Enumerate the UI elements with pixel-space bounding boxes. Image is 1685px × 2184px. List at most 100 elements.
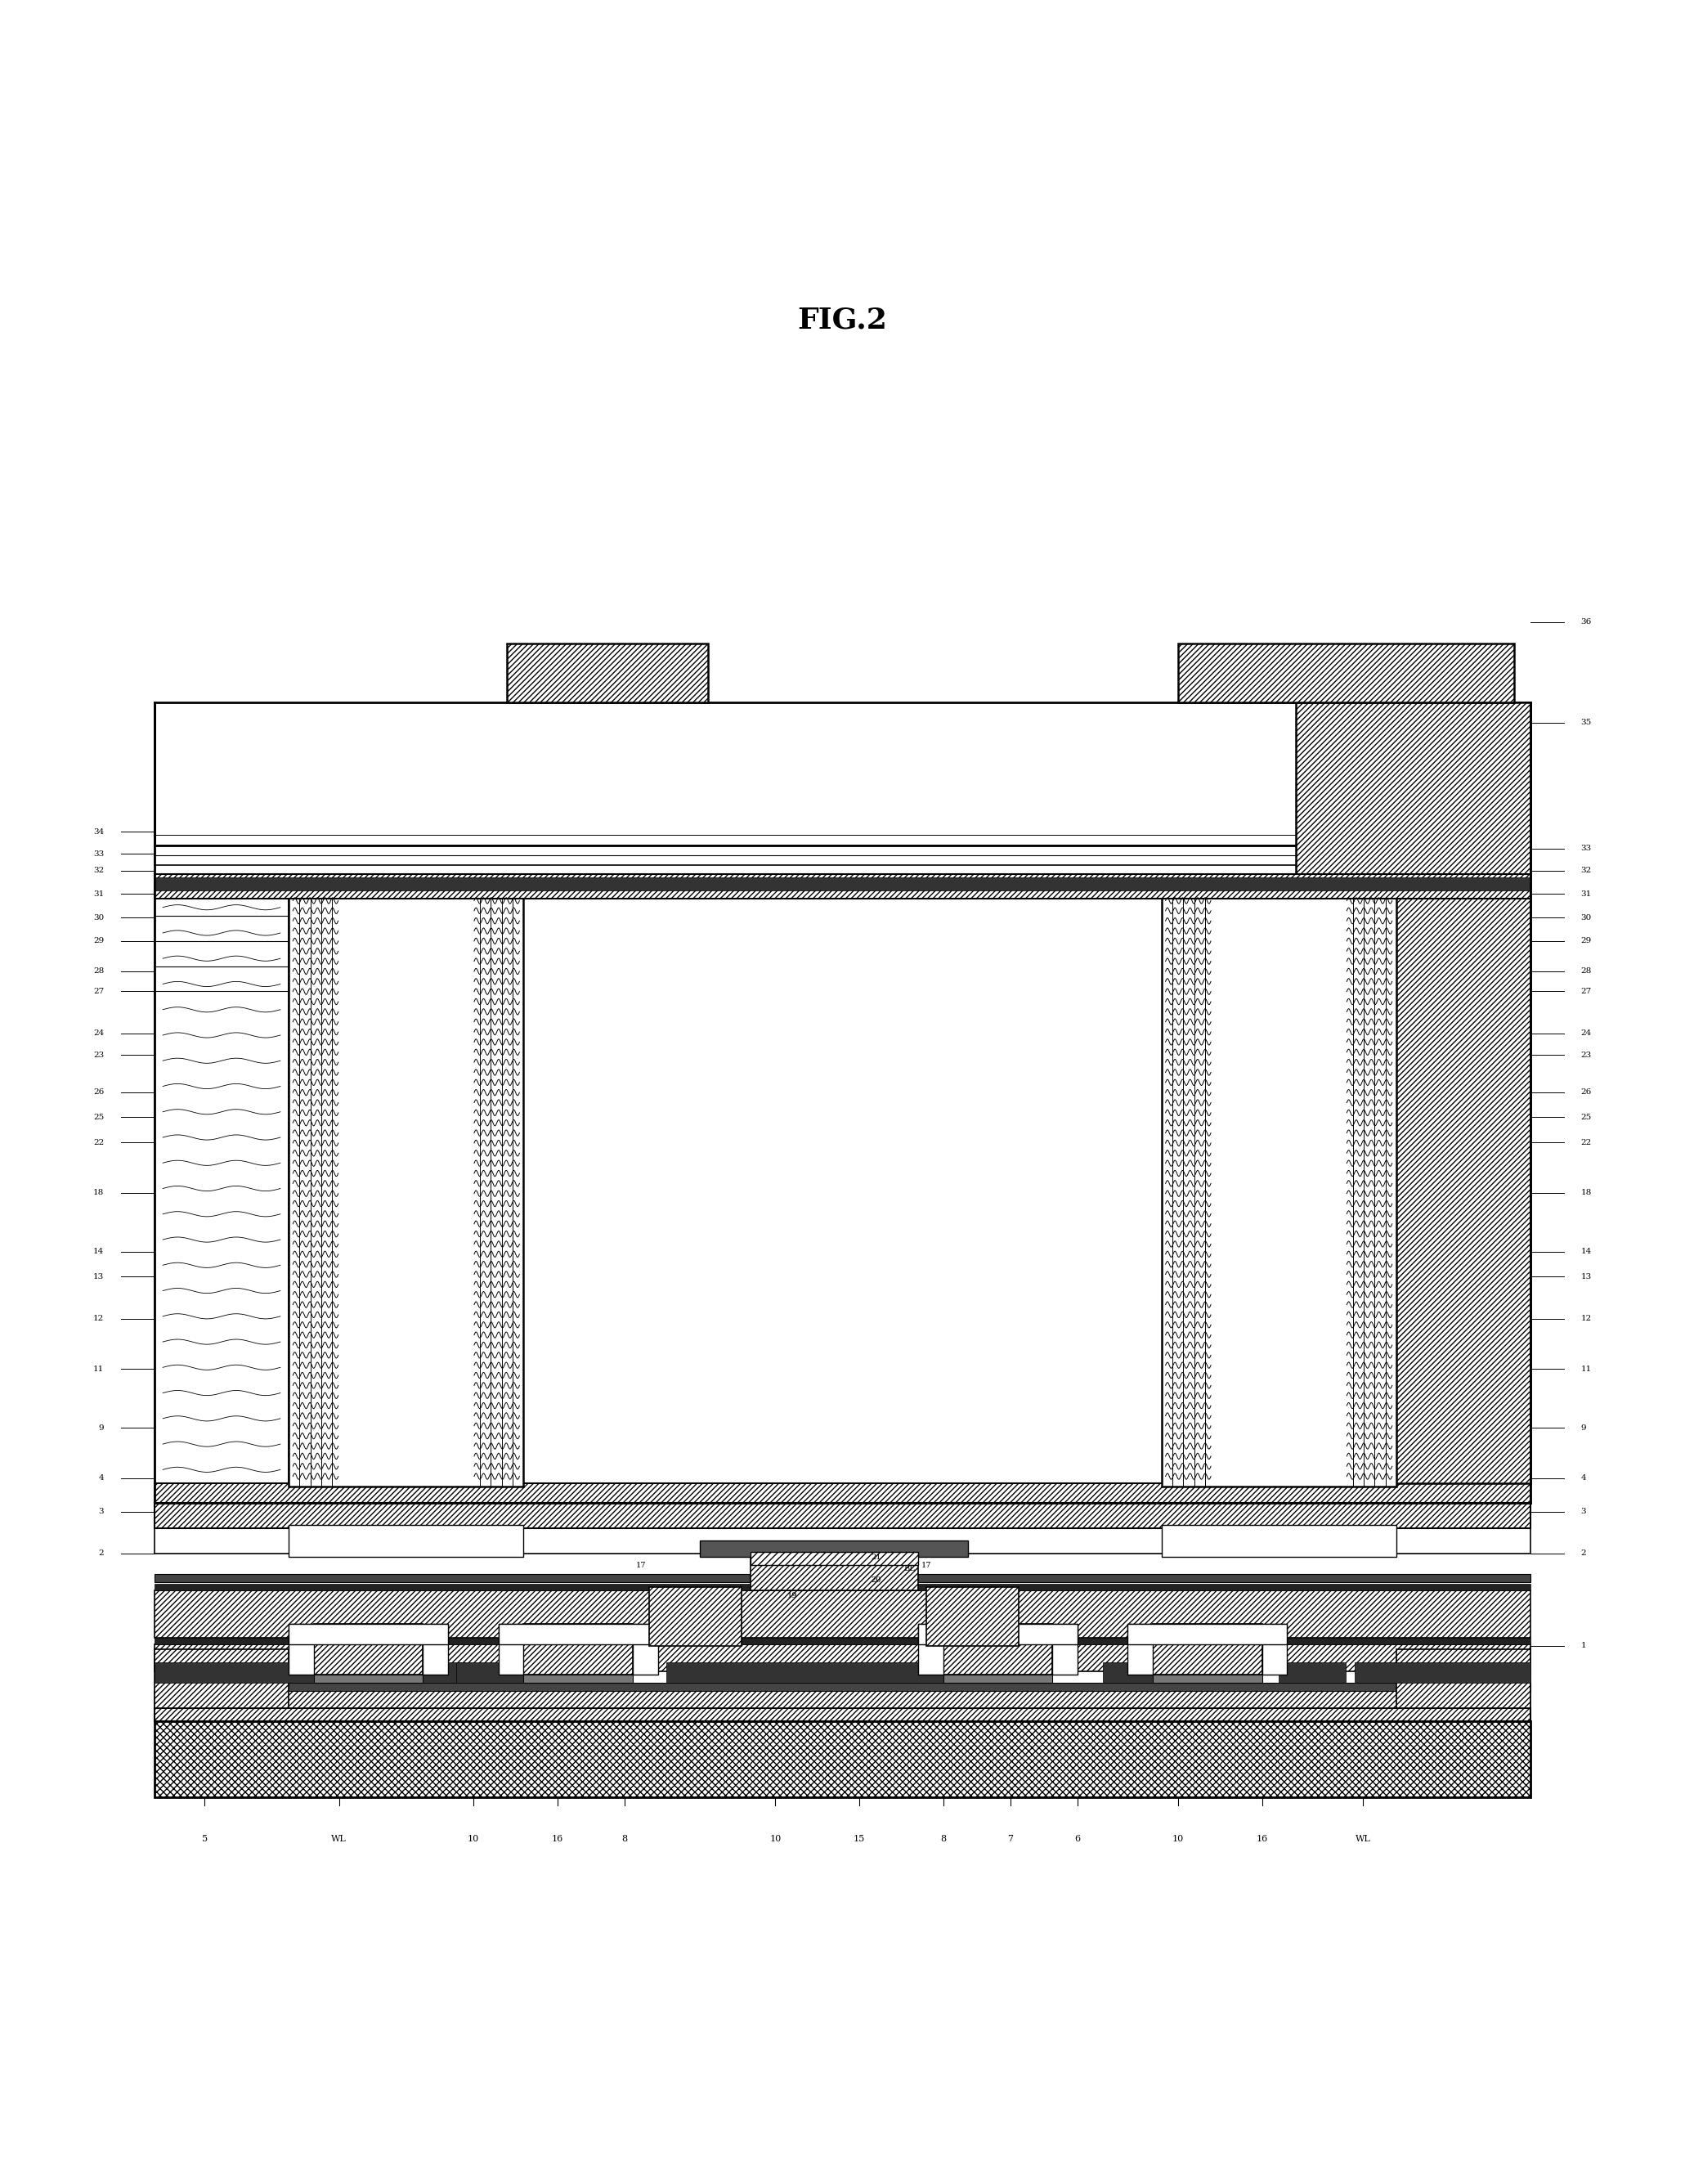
Bar (1161, 1524, 1397, 1557)
Bar (155, 703, 1530, 845)
Text: 16: 16 (1257, 1835, 1267, 1843)
Bar (649, 1588, 741, 1647)
Text: 12: 12 (93, 1315, 104, 1321)
Text: 32: 32 (93, 867, 104, 874)
Bar (750, 1557, 918, 1590)
Text: 27: 27 (93, 987, 104, 996)
Bar (423, 1625, 448, 1675)
Text: 24: 24 (1581, 1029, 1592, 1037)
Text: 19: 19 (787, 1592, 797, 1599)
Text: 11: 11 (1581, 1365, 1592, 1372)
Bar (1355, 1662, 1530, 1684)
Bar (155, 845, 1530, 865)
Text: 20: 20 (871, 1577, 881, 1583)
Bar (1279, 1662, 1346, 1684)
Text: 28: 28 (1581, 968, 1592, 974)
Text: 17: 17 (922, 1562, 932, 1568)
Bar (155, 1583, 1530, 1590)
Bar (155, 1708, 1530, 1721)
Text: 4: 4 (99, 1474, 104, 1481)
Bar (155, 891, 288, 1487)
Text: 32: 32 (1581, 867, 1592, 874)
Bar (155, 1645, 1530, 1671)
Text: 31: 31 (1581, 891, 1592, 898)
Bar (1102, 1662, 1153, 1684)
Text: 25: 25 (1581, 1114, 1592, 1120)
Bar (1127, 1625, 1153, 1675)
Bar (1397, 891, 1530, 1487)
Text: 10: 10 (1173, 1835, 1185, 1843)
Bar (1161, 891, 1397, 1487)
Text: 13: 13 (93, 1273, 104, 1280)
Text: 34: 34 (93, 828, 104, 836)
Bar (918, 1625, 1077, 1645)
Bar (155, 1649, 288, 1708)
Text: 29: 29 (1581, 937, 1592, 946)
Text: 33: 33 (93, 850, 104, 858)
Bar (155, 1529, 1530, 1553)
Text: 23: 23 (1581, 1051, 1592, 1059)
Text: 13: 13 (1581, 1273, 1592, 1280)
Bar (288, 891, 524, 1487)
Bar (155, 1575, 1530, 1581)
Text: 8: 8 (940, 1835, 945, 1843)
Text: 1: 1 (1581, 1642, 1586, 1649)
Bar (524, 1625, 634, 1675)
Text: 21: 21 (871, 1553, 881, 1562)
Bar (634, 1625, 657, 1675)
Text: 24: 24 (93, 1029, 104, 1037)
Text: 14: 14 (1581, 1247, 1592, 1256)
Bar (499, 1625, 657, 1645)
Bar (155, 1483, 1530, 1503)
Bar (155, 1721, 1530, 1797)
Bar (155, 1684, 1530, 1690)
Bar (155, 1638, 1530, 1645)
Bar (155, 1503, 1530, 1529)
Text: 3: 3 (99, 1507, 104, 1516)
Text: 26: 26 (93, 1088, 104, 1096)
Bar (927, 1588, 1019, 1647)
Bar (313, 1675, 423, 1684)
Bar (288, 1524, 524, 1557)
Bar (155, 1662, 465, 1684)
Text: 35: 35 (1581, 719, 1592, 727)
Bar (155, 1590, 1530, 1638)
Bar (155, 1690, 1530, 1708)
Text: 27: 27 (1581, 987, 1592, 996)
Text: 29: 29 (93, 937, 104, 946)
Text: FIG.2: FIG.2 (797, 306, 888, 334)
Bar (1051, 1625, 1077, 1675)
Bar (944, 1675, 1051, 1684)
Text: 30: 30 (1581, 913, 1592, 922)
Bar (507, 644, 708, 703)
Text: 10: 10 (467, 1835, 479, 1843)
Bar (1220, 900, 1338, 1479)
Text: 22: 22 (1581, 1138, 1592, 1147)
Bar (1127, 1625, 1287, 1645)
Bar (155, 878, 1530, 891)
Bar (288, 1625, 448, 1645)
Bar (1262, 1625, 1287, 1675)
Text: 18: 18 (93, 1188, 104, 1197)
Text: 2: 2 (99, 1551, 104, 1557)
Bar (944, 1625, 1051, 1675)
Bar (1397, 1649, 1530, 1708)
Text: 2: 2 (1581, 1551, 1586, 1557)
Bar (155, 874, 1530, 900)
Text: 30: 30 (93, 913, 104, 922)
Text: 8: 8 (622, 1835, 627, 1843)
Text: 25: 25 (93, 1114, 104, 1120)
Text: 9: 9 (1581, 1424, 1586, 1431)
Text: 14: 14 (93, 1247, 104, 1256)
Text: 12: 12 (1581, 1315, 1592, 1321)
Text: 3: 3 (1581, 1507, 1586, 1516)
Bar (699, 1540, 969, 1557)
Bar (457, 1662, 524, 1684)
Bar (347, 900, 465, 1479)
Bar (524, 1675, 634, 1684)
Bar (1153, 1675, 1262, 1684)
Text: 22: 22 (93, 1138, 104, 1147)
Text: 18: 18 (1581, 1188, 1592, 1197)
Bar (288, 1625, 313, 1675)
Bar (1153, 1625, 1262, 1675)
